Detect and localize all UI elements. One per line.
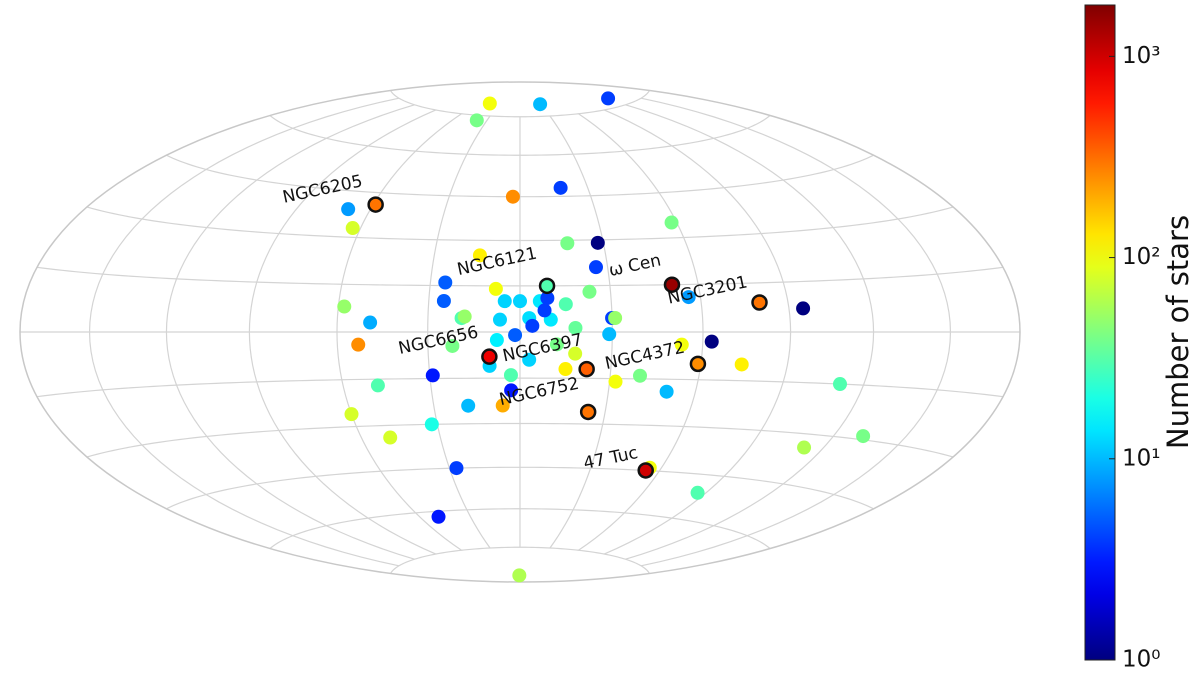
- point: [553, 180, 568, 195]
- point: [457, 309, 472, 324]
- parallel: [166, 154, 874, 198]
- cluster-point: [481, 348, 498, 365]
- point: [512, 568, 527, 583]
- point: [445, 338, 460, 353]
- point: [344, 407, 359, 422]
- parallel: [166, 466, 874, 510]
- point: [633, 368, 648, 383]
- point: [522, 352, 537, 367]
- point: [525, 318, 540, 333]
- point: [664, 215, 679, 230]
- point: [608, 310, 623, 325]
- point: [602, 327, 617, 342]
- point: [681, 290, 696, 305]
- point: [492, 312, 507, 327]
- colorbar-tick-label: 10²: [1122, 244, 1161, 270]
- point: [558, 362, 573, 377]
- point: [438, 275, 453, 290]
- colorbar-tick-label: 10⁰: [1122, 647, 1161, 673]
- cluster-point: [751, 294, 768, 311]
- point: [797, 440, 812, 455]
- parallel: [390, 546, 650, 574]
- point: [469, 113, 484, 128]
- point: [513, 294, 527, 309]
- point: [431, 509, 446, 524]
- parallel: [390, 90, 650, 118]
- point: [436, 294, 451, 309]
- colorbar: Number of stars 10⁰ 10¹ 10² 10³: [1084, 4, 1195, 673]
- point: [704, 334, 719, 349]
- cluster-point: [663, 276, 681, 293]
- point: [690, 485, 705, 500]
- cluster-label: NGC4372: [603, 338, 686, 374]
- point: [345, 221, 360, 236]
- cluster-point: [578, 360, 595, 378]
- parallel: [36, 266, 1004, 287]
- point: [424, 417, 439, 432]
- parallel: [269, 115, 771, 156]
- point: [537, 303, 552, 318]
- point: [472, 248, 487, 263]
- cluster-label: NGC6656: [397, 322, 480, 358]
- point: [558, 297, 573, 312]
- point: [601, 91, 616, 106]
- point: [504, 383, 519, 398]
- cluster-point: [637, 462, 654, 479]
- point: [383, 430, 398, 445]
- point: [533, 97, 548, 112]
- point: [461, 398, 476, 413]
- point: [495, 398, 510, 413]
- point: [590, 235, 605, 250]
- point: [449, 461, 464, 476]
- point: [560, 236, 575, 251]
- point: [337, 299, 352, 314]
- parallel: [269, 508, 771, 549]
- cluster-label: NGC3201: [666, 272, 749, 308]
- point: [582, 284, 597, 299]
- point: [505, 189, 520, 204]
- point: [674, 337, 689, 352]
- point: [734, 357, 749, 372]
- point: [482, 96, 497, 111]
- point: [549, 337, 564, 352]
- parallel: [36, 377, 1004, 398]
- colorbar-tick-label: 10¹: [1122, 445, 1161, 471]
- cluster-point: [367, 196, 384, 213]
- point: [503, 368, 518, 383]
- point: [856, 429, 871, 444]
- parallel: [86, 422, 954, 458]
- point: [370, 378, 385, 393]
- point: [363, 315, 378, 330]
- colorbar-tick-label: 10³: [1122, 43, 1161, 69]
- point: [568, 346, 583, 361]
- point: [568, 320, 583, 335]
- cluster-point: [579, 403, 597, 421]
- cluster-point: [689, 355, 707, 373]
- point: [497, 294, 512, 309]
- point: [796, 301, 811, 316]
- point: [508, 328, 523, 343]
- cluster-label: NGC6205: [281, 171, 364, 207]
- point: [588, 260, 603, 275]
- point: [341, 202, 356, 217]
- point: [488, 281, 503, 296]
- cluster-label: NGC6121: [455, 244, 538, 280]
- cluster-point: [538, 277, 556, 295]
- colorbar-gradient: [1084, 4, 1116, 661]
- point: [540, 291, 555, 306]
- point: [659, 384, 674, 399]
- point: [351, 337, 366, 352]
- point: [608, 374, 623, 389]
- point: [489, 333, 504, 348]
- parallel: [86, 206, 954, 242]
- cluster-label: ω Cen: [607, 250, 663, 281]
- colorbar-label: Number of stars: [1161, 215, 1195, 449]
- point: [425, 368, 440, 383]
- point: [832, 377, 847, 392]
